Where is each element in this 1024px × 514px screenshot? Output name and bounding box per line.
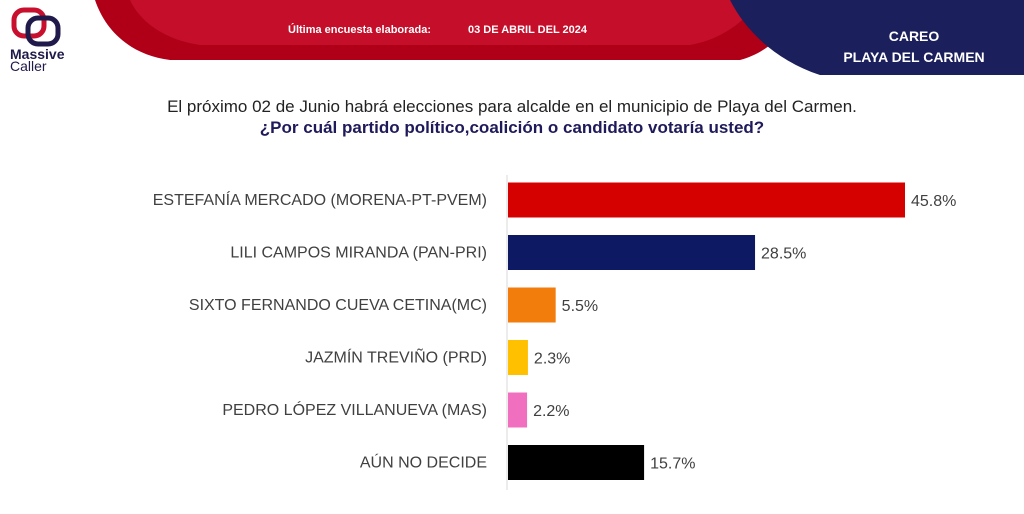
category-label: AÚN NO DECIDE xyxy=(360,453,487,472)
question-text: ¿Por cuál partido político,coalición o c… xyxy=(259,118,765,137)
survey-date: 03 DE ABRIL DEL 2024 xyxy=(468,24,588,36)
navy-corner-shape xyxy=(730,0,1024,75)
logo-brand-line1: Massive xyxy=(10,46,65,62)
data-label: 15.7% xyxy=(650,456,695,473)
logo-brand-line2: Caller xyxy=(10,58,47,74)
bar xyxy=(508,392,528,428)
header-banner xyxy=(95,0,1024,75)
careo-line2: PLAYA DEL CARMEN xyxy=(843,49,985,65)
category-label: PEDRO LÓPEZ VILLANUEVA (MAS) xyxy=(222,400,487,419)
survey-info: Última encuesta elaborada: 03 DE ABRIL D… xyxy=(288,24,587,36)
careo-line1: CAREO xyxy=(888,28,940,44)
data-label: 28.5% xyxy=(761,246,806,263)
question-context: El próximo 02 de Junio habrá elecciones … xyxy=(167,97,857,116)
bar xyxy=(508,340,528,375)
category-label: LILI CAMPOS MIRANDA (PAN-PRI) xyxy=(230,245,487,262)
logo-mark-icon xyxy=(11,7,61,47)
data-label: 2.2% xyxy=(533,403,569,420)
massive-caller-logo xyxy=(6,6,86,82)
category-label: SIXTO FERNANDO CUEVA CETINA(MC) xyxy=(189,297,487,314)
data-label: 2.3% xyxy=(534,351,570,368)
bar xyxy=(508,182,905,218)
bar xyxy=(508,445,645,480)
bar xyxy=(508,235,756,270)
red-banner-highlight xyxy=(130,0,760,45)
careo-title: CAREO PLAYA DEL CARMEN xyxy=(830,26,998,68)
category-label: JAZMÍN TREVIÑO (PRD) xyxy=(305,347,487,367)
bar xyxy=(508,287,556,323)
data-label: 45.8% xyxy=(911,193,956,210)
survey-label: Última encuesta elaborada: xyxy=(288,24,432,36)
question-block: El próximo 02 de Junio habrá elecciones … xyxy=(0,96,1024,139)
logo-text: Massive Caller xyxy=(10,46,65,74)
category-label: ESTEFANÍA MERCADO (MORENA-PT-PVEM) xyxy=(153,190,487,209)
data-label: 5.5% xyxy=(562,298,598,315)
bar-chart: ESTEFANÍA MERCADO (MORENA-PT-PVEM) 45.8% L… xyxy=(153,175,956,490)
